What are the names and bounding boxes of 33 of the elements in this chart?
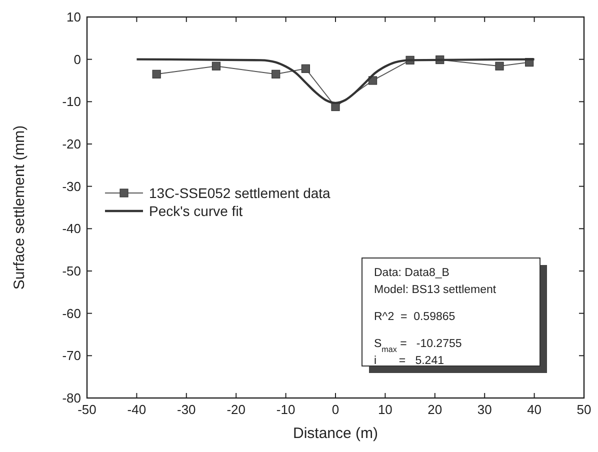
- y-tick-label: -40: [62, 221, 81, 236]
- legend-label: Peck's curve fit: [149, 203, 243, 219]
- annotation: R^2 = 0.59865: [374, 311, 456, 323]
- annotation: i = 5.241: [374, 355, 444, 367]
- point: [212, 62, 221, 70]
- x-tick-label: -30: [177, 402, 196, 417]
- legend-label: 13C-SSE052 settlement data: [149, 185, 331, 201]
- point: [495, 62, 504, 70]
- y-tick-label: -60: [62, 306, 81, 321]
- x-tick-label: 40: [527, 402, 542, 417]
- x-tick-label: 0: [332, 402, 340, 417]
- y-tick-label: -30: [62, 178, 81, 194]
- annotation: Data: Data8_B: [374, 267, 450, 279]
- y-tick-label: -20: [62, 136, 81, 152]
- x-axis-title: Distance (m): [292, 425, 378, 442]
- x-tick-label: -40: [127, 402, 146, 417]
- point: [301, 64, 310, 73]
- x-tick-label: 10: [378, 402, 392, 417]
- point: [272, 70, 280, 78]
- x-tick-label: 50: [576, 402, 592, 417]
- y-tick-label: -50: [62, 264, 81, 278]
- y-tick-label: -10: [62, 94, 81, 110]
- y-tick-label: -70: [62, 348, 81, 364]
- point: [152, 70, 161, 78]
- x-tick-label: -10: [276, 402, 296, 417]
- y-tick-label: 0: [74, 52, 81, 67]
- y-tick-label: 10: [66, 10, 81, 24]
- x-tick-label: 20: [428, 402, 442, 417]
- annotation: Model: BS13 settlement: [374, 284, 497, 296]
- x-tick-label: 30: [477, 402, 492, 417]
- annotation: S$_{max}$ = -10.2755: [374, 338, 462, 354]
- y-axis-title: Surface settlement (mm): [11, 125, 28, 290]
- x-tick-label: -20: [226, 402, 246, 417]
